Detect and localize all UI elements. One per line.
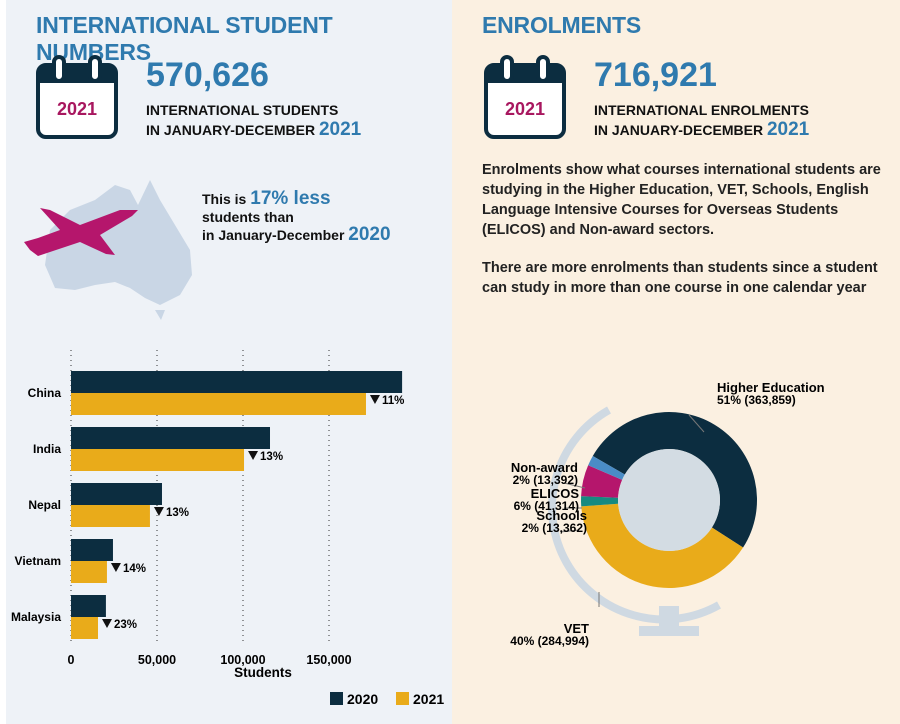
down-triangle-icon — [102, 619, 113, 628]
down-triangle-icon — [248, 451, 259, 460]
calendar-year: 2021 — [57, 99, 97, 119]
donut-slice — [581, 496, 619, 507]
slice-label: Higher Education — [717, 380, 825, 395]
bar-2021 — [71, 505, 150, 527]
caption-line2: IN JANUARY-DECEMBER — [594, 122, 764, 138]
compare-prefix: This is — [202, 191, 247, 207]
category-label: Malaysia — [11, 610, 61, 624]
total-caption: INTERNATIONAL ENROLMENTS IN JANUARY-DECE… — [594, 100, 809, 140]
change-label: 14% — [123, 563, 146, 575]
leader-line — [688, 414, 705, 433]
change-label: 13% — [166, 507, 189, 519]
category-label: China — [28, 386, 62, 400]
bar-2021 — [71, 617, 99, 639]
caption-line2: IN JANUARY-DECEMBER — [146, 122, 316, 138]
caption-line1: INTERNATIONAL ENROLMENTS — [594, 102, 809, 118]
country-bar-chart: 0 50,000 100,000 150,000 Students China 11% Ind… — [11, 350, 444, 707]
enrolments-note: There are more enrolments than students … — [482, 260, 878, 296]
donut-slice — [581, 503, 744, 588]
change-label: 23% — [114, 619, 137, 631]
comparison-text: This is 17% less students than in Januar… — [202, 188, 391, 245]
slice-label: Schools — [536, 508, 587, 523]
compare-line2: students than — [202, 209, 294, 225]
enrolments-panel: ENROLMENTS 2021 716,921 INTERNATIONAL EN… — [452, 0, 900, 724]
down-triangle-icon — [153, 507, 164, 516]
total-enrolments: 716,921 — [594, 56, 717, 94]
donut-slice — [592, 412, 757, 548]
slice-label: Non-award — [511, 460, 578, 475]
australia-plane-icon — [24, 180, 192, 320]
bar-2020 — [71, 539, 113, 561]
calendar-icon: 2021 — [36, 55, 118, 139]
bar-2020 — [71, 483, 162, 505]
compare-value: 17% less — [250, 188, 331, 209]
category-label: India — [33, 442, 61, 456]
bar-2020 — [71, 371, 403, 393]
legend-swatch — [396, 692, 409, 705]
category-label: Nepal — [28, 498, 61, 512]
slice-label: ELICOS — [531, 486, 580, 501]
donut-hole — [618, 449, 720, 551]
bar-2021 — [71, 393, 366, 415]
panel-title: INTERNATIONAL STUDENT NUMBERS — [36, 12, 333, 65]
caption-line1: INTERNATIONAL STUDENTS — [146, 102, 339, 118]
x-axis-label: Students — [234, 665, 292, 680]
enrolments-description: Enrolments show what courses internation… — [482, 162, 881, 238]
slice-label: VET — [564, 621, 589, 636]
bar-2021 — [71, 449, 245, 471]
legend-label: 2021 — [413, 691, 444, 707]
panel-title: ENROLMENTS — [482, 12, 642, 38]
calendar-year: 2021 — [505, 99, 545, 119]
down-triangle-icon — [369, 395, 380, 404]
bar-2021 — [71, 561, 107, 583]
x-tick-label: 150,000 — [306, 653, 351, 667]
change-label: 11% — [382, 395, 404, 407]
slice-value: 40% (284,994) — [510, 634, 589, 648]
x-tick-label: 0 — [68, 653, 75, 667]
bar-2020 — [71, 427, 271, 449]
leader-line — [559, 529, 580, 533]
calendar-icon: 2021 — [484, 55, 566, 139]
legend-label: 2020 — [347, 691, 378, 707]
bar-2020 — [71, 595, 106, 617]
student-numbers-panel: INTERNATIONAL STUDENT NUMBERS 2021 570,6… — [6, 0, 452, 724]
compare-line3: in January-December — [202, 227, 345, 243]
total-caption: INTERNATIONAL STUDENTS IN JANUARY-DECEMB… — [146, 100, 361, 140]
x-tick-label: 100,000 — [220, 653, 265, 667]
compare-year: 2020 — [348, 224, 391, 245]
total-students: 570,626 — [146, 56, 269, 94]
x-tick-label: 50,000 — [138, 653, 176, 667]
slice-value: 6% (41,314) — [514, 499, 579, 513]
donut-slice — [581, 465, 623, 498]
slice-value: 2% (13,392) — [513, 473, 578, 487]
slice-value: 51% (363,859) — [717, 393, 796, 407]
change-label: 13% — [260, 451, 283, 463]
caption-year: 2021 — [766, 119, 810, 140]
down-triangle-icon — [110, 563, 121, 572]
donut-slice — [588, 456, 625, 480]
slice-value: 2% (13,362) — [522, 521, 587, 535]
caption-year: 2021 — [318, 119, 362, 140]
legend-swatch — [330, 692, 343, 705]
category-label: Vietnam — [15, 554, 61, 568]
leader-line — [563, 482, 586, 489]
globe-base-icon — [639, 606, 699, 636]
